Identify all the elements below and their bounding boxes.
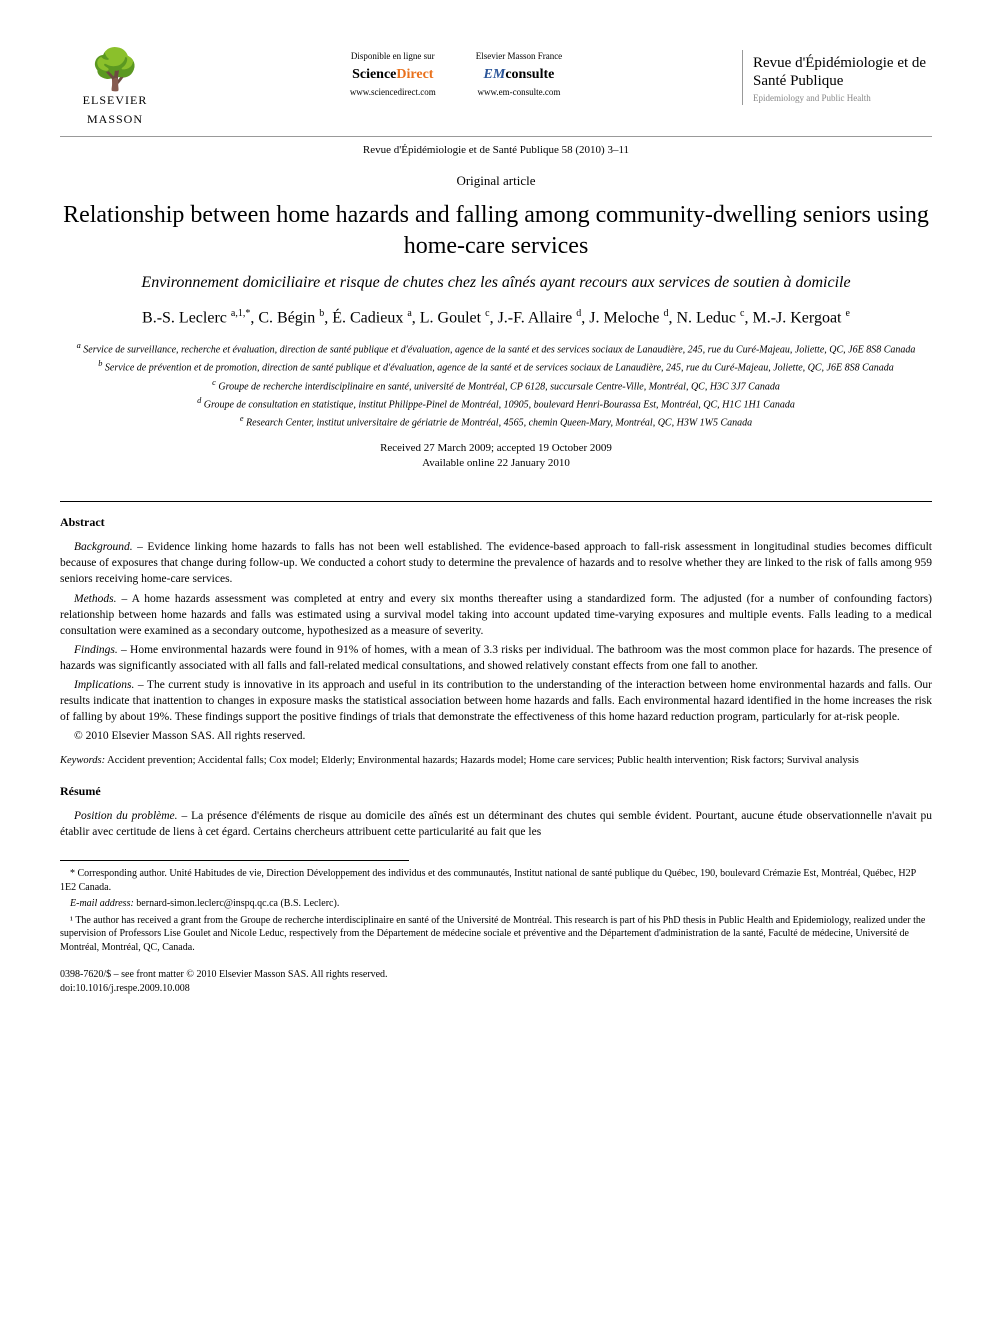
header-portals: Disponible en ligne sur ScienceDirect ww… [170, 50, 742, 107]
publisher-logo: 🌳 ELSEVIER MASSON [60, 50, 170, 128]
abstract-background: Background. – Evidence linking home haza… [60, 539, 932, 587]
keywords-text: Accident prevention; Accidental falls; C… [107, 755, 859, 766]
portal-url: www.sciencedirect.com [350, 86, 436, 99]
resume-position: Position du problème. – La présence d'él… [60, 808, 932, 840]
doi-line: doi:10.1016/j.respe.2009.10.008 [60, 982, 932, 996]
affiliation-e: e Research Center, institut universitair… [60, 413, 932, 430]
abstract-section: Abstract Background. – Evidence linking … [60, 514, 932, 744]
article-type: Original article [60, 172, 932, 190]
resume-heading: Résumé [60, 783, 932, 800]
abstract-methods: Methods. – A home hazards assessment was… [60, 591, 932, 639]
affiliation-b: b Service de prévention et de promotion,… [60, 358, 932, 375]
portal-sciencedirect: Disponible en ligne sur ScienceDirect ww… [350, 50, 436, 99]
online-date: Available online 22 January 2010 [60, 456, 932, 471]
page-header: 🌳 ELSEVIER MASSON Disponible en ligne su… [60, 50, 932, 137]
publisher-name: ELSEVIER [83, 92, 148, 109]
affiliation-d: d Groupe de consultation en statistique,… [60, 395, 932, 412]
article-title-french: Environnement domiciliaire et risque de … [60, 273, 932, 294]
portal-label: Disponible en ligne sur [350, 50, 436, 63]
corresponding-author: * Corresponding author. Unité Habitudes … [60, 867, 932, 894]
abstract-findings: Findings. – Home environmental hazards w… [60, 642, 932, 674]
journal-title-box: Revue d'Épidémiologie et de Santé Publiq… [742, 50, 932, 105]
divider [60, 501, 932, 502]
publisher-subname: MASSON [87, 111, 143, 128]
portal-url: www.em-consulte.com [476, 86, 562, 99]
affiliation-a: a Service de surveillance, recherche et … [60, 340, 932, 357]
journal-title: Revue d'Épidémiologie et de Santé Publiq… [753, 54, 932, 90]
sciencedirect-logo: ScienceDirect [350, 65, 436, 85]
abstract-implications: Implications. – The current study is inn… [60, 677, 932, 725]
citation-line: Revue d'Épidémiologie et de Santé Publiq… [60, 143, 932, 158]
affiliations: a Service de surveillance, recherche et … [60, 340, 932, 431]
footnote-rule [60, 860, 409, 867]
abstract-copyright: © 2010 Elsevier Masson SAS. All rights r… [60, 728, 932, 744]
article-title-english: Relationship between home hazards and fa… [60, 200, 932, 262]
keywords-label: Keywords: [60, 755, 105, 766]
resume-section: Résumé Position du problème. – La présen… [60, 783, 932, 840]
author-list: B.-S. Leclerc a,1,*, C. Bégin b, É. Cadi… [60, 307, 932, 330]
issn-line: 0398-7620/$ – see front matter © 2010 El… [60, 968, 932, 982]
keywords: Keywords: Accident prevention; Accidenta… [60, 754, 932, 769]
abstract-heading: Abstract [60, 514, 932, 531]
emconsulte-logo: EMconsulte [476, 65, 562, 85]
footnotes: * Corresponding author. Unité Habitudes … [60, 867, 932, 954]
portal-label: Elsevier Masson France [476, 50, 562, 63]
elsevier-tree-icon: 🌳 [90, 50, 140, 90]
footer-meta: 0398-7620/$ – see front matter © 2010 El… [60, 968, 932, 996]
footnote-1: ¹ The author has received a grant from t… [60, 914, 932, 955]
portal-emconsulte: Elsevier Masson France EMconsulte www.em… [476, 50, 562, 99]
received-accepted-date: Received 27 March 2009; accepted 19 Octo… [60, 441, 932, 456]
publication-dates: Received 27 March 2009; accepted 19 Octo… [60, 441, 932, 472]
affiliation-c: c Groupe de recherche interdisciplinaire… [60, 377, 932, 394]
journal-subtitle: Epidemiology and Public Health [753, 92, 932, 105]
email-line: E-mail address: bernard-simon.leclerc@in… [60, 897, 932, 911]
